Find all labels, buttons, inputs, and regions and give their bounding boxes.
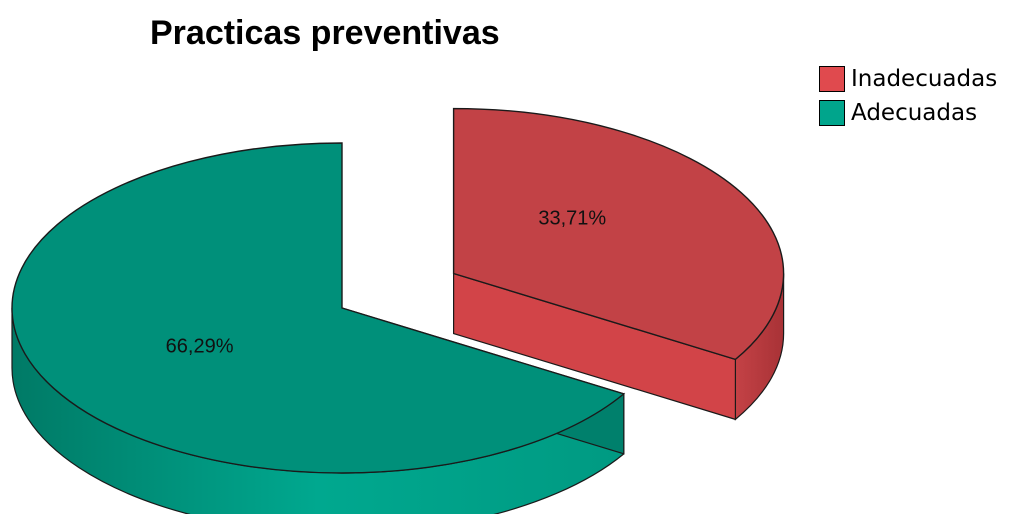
slice-label-adecuadas: 66,29% <box>166 335 234 357</box>
pie-slice-adecuadas <box>11 142 626 474</box>
legend-label-adecuadas: Adecuadas <box>851 100 978 126</box>
legend-label-inadecuadas: Inadecuadas <box>851 66 998 92</box>
legend-item-inadecuadas: Inadecuadas <box>819 62 997 96</box>
pie-slice-inadecuadas <box>452 107 785 361</box>
legend: Inadecuadas Adecuadas <box>819 62 997 130</box>
chart-title: Practicas preventivas <box>150 14 500 52</box>
legend-swatch-inadecuadas <box>819 66 845 92</box>
legend-swatch-adecuadas <box>819 100 845 126</box>
slice-label-inadecuadas: 33,71% <box>538 208 606 230</box>
legend-item-adecuadas: Adecuadas <box>819 96 997 130</box>
